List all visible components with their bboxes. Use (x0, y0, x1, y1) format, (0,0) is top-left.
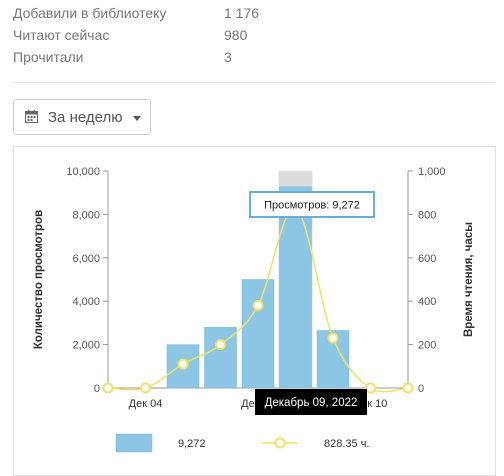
caret-down-icon (133, 116, 141, 121)
tooltip-text: Просмотров: 9,272 (264, 200, 360, 212)
line-point (252, 300, 264, 312)
date-tooltip-text: Декабрь 09, 2022 (265, 397, 358, 409)
y-tick-label-left: 2,000 (72, 340, 100, 352)
bar (241, 279, 275, 389)
y-tick-label-left: 6,000 (72, 253, 100, 265)
x-tick-label: Дек 04 (129, 398, 163, 410)
chart-panel: 0 2,000 4,000 6,000 8,000 10,000 0 200 400 600 800… (13, 146, 496, 476)
line-point (402, 382, 414, 394)
divider (13, 82, 495, 83)
y-tick-label-right: 1,000 (418, 166, 446, 178)
stat-value: 3 (224, 49, 232, 65)
period-dropdown-button[interactable]: За неделю (13, 99, 151, 135)
y-tick-label-right: 0 (418, 383, 424, 395)
y-tick-label-right: 600 (418, 253, 436, 265)
legend-line-marker (274, 437, 286, 449)
reading-time-line (107, 207, 409, 393)
y-tick-label-left: 8,000 (72, 209, 100, 221)
y-tick-label-right: 800 (418, 209, 436, 221)
line-point (215, 339, 226, 351)
period-label: За неделю (48, 109, 123, 126)
y-tick-label-left: 10,000 (66, 166, 100, 178)
legend-bar-swatch (115, 433, 153, 453)
y-axis-title-right: Время чтения, часы (463, 222, 475, 337)
line-point (102, 382, 114, 394)
stat-label: Читают сейчас (13, 27, 110, 43)
y-tick-label-left: 4,000 (72, 296, 100, 308)
stat-label: Прочитали (13, 49, 84, 65)
legend-line-value: 828.35 ч. (324, 438, 370, 450)
legend-bar-value: 9,272 (178, 438, 206, 450)
line-point (365, 382, 376, 394)
y-tick-label-right: 200 (418, 340, 436, 352)
stat-value: 1 176 (224, 5, 260, 21)
tooltip-box (249, 191, 375, 218)
calendar-icon (25, 110, 38, 123)
y-axis-title-left: Количество просмотров (33, 210, 45, 349)
date-tooltip-box (255, 389, 367, 415)
stat-label: Добавили в библиотеку (13, 5, 167, 21)
line-point (177, 358, 189, 370)
stat-value: 980 (224, 27, 248, 43)
line-point (140, 382, 151, 394)
views-chart: 0 2,000 4,000 6,000 8,000 10,000 0 200 400 600 800… (33, 166, 475, 453)
y-tick-label-right: 400 (418, 296, 436, 308)
y-tick-label-left: 0 (94, 383, 100, 395)
line-point (327, 332, 339, 344)
